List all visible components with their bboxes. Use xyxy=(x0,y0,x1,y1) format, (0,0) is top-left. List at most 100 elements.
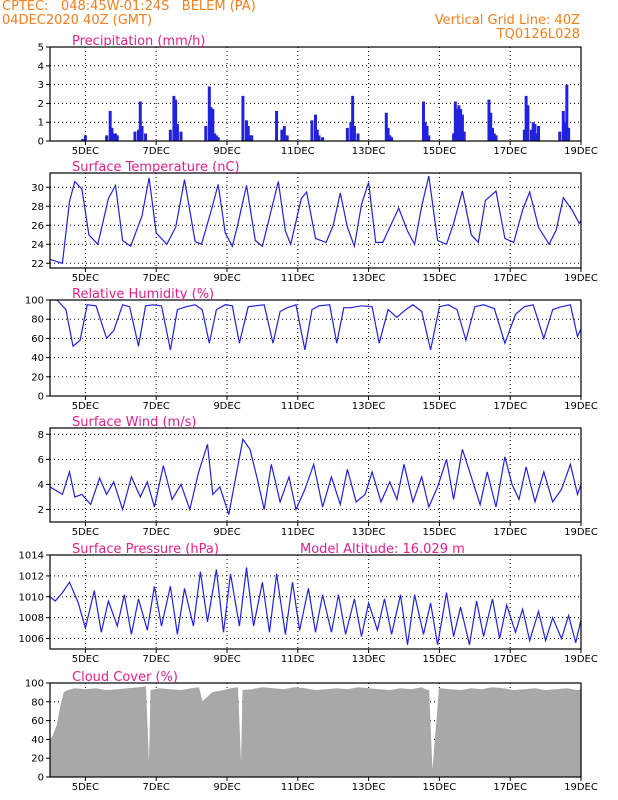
wind-title: Surface Wind (m/s) xyxy=(72,415,196,430)
temp-xtick-label: 13DEC xyxy=(352,273,386,284)
header-grid-line: Vertical Grid Line: 40Z xyxy=(434,13,580,28)
cloud-xtick-label: 11DEC xyxy=(281,782,315,793)
temp-xtick-label: 15DEC xyxy=(423,273,457,284)
precip-bar xyxy=(315,129,319,141)
pres-annotation: Model Altitude: 16.029 m xyxy=(300,542,465,557)
precip-bar xyxy=(390,137,394,141)
temp-ytick-label: 26 xyxy=(31,221,44,232)
rh-title: Relative Humidity (%) xyxy=(72,287,214,302)
precip-bar xyxy=(174,99,178,141)
precip-bar xyxy=(455,109,459,141)
cloud-title: Cloud Cover (%) xyxy=(72,670,178,685)
precip-bar xyxy=(489,112,493,141)
wind-xtick-label: 15DEC xyxy=(423,527,457,538)
precip-bar xyxy=(108,110,112,141)
cloud-ytick-label: 60 xyxy=(31,716,44,727)
precip-bar xyxy=(246,125,250,141)
precip-xtick-label: 13DEC xyxy=(352,146,386,157)
precip-xtick-label: 5DEC xyxy=(72,146,99,157)
cloud-frame xyxy=(49,682,582,778)
precip-bar xyxy=(138,101,142,141)
temp-ytick-label: 30 xyxy=(31,183,44,194)
wind-line xyxy=(50,437,581,515)
precip-bar xyxy=(209,107,213,141)
wind-ytick-label: 6 xyxy=(38,455,44,466)
wind-xtick-label: 11DEC xyxy=(281,527,315,538)
precip-bar xyxy=(558,131,562,141)
precip-bar xyxy=(533,124,537,141)
pres-ytick-label: 1008 xyxy=(19,613,44,624)
pres-ytick-label: 1012 xyxy=(19,571,44,582)
rh-xtick-label: 7DEC xyxy=(143,401,170,412)
rh-xtick-label: 15DEC xyxy=(423,401,457,412)
precip-bar xyxy=(280,129,284,141)
cloud-xtick-label: 9DEC xyxy=(213,782,240,793)
precip-bar xyxy=(179,131,183,141)
rh-frame xyxy=(49,299,582,397)
precip-ytick-label: 1 xyxy=(38,118,44,129)
precip-bar xyxy=(113,133,117,141)
precip-xtick-label: 19DEC xyxy=(564,146,598,157)
precip-bar xyxy=(453,101,457,141)
cloud-xtick-label: 7DEC xyxy=(143,782,170,793)
precip-bar xyxy=(460,114,464,141)
rh-xtick-label: 17DEC xyxy=(493,401,527,412)
pres-ytick-label: 1010 xyxy=(19,592,44,603)
temp-ytick-label: 22 xyxy=(31,259,44,270)
precip-bar xyxy=(282,125,286,141)
pres-frame xyxy=(49,554,582,650)
temp-frame xyxy=(49,172,582,269)
precip-bar xyxy=(537,125,541,141)
cloud-ytick-label: 0 xyxy=(38,773,44,784)
precip-title: Precipitation (mm/h) xyxy=(72,34,205,49)
header-datetime: 04DEC2020 40Z (GMT) xyxy=(2,13,153,28)
rh-ytick-label: 80 xyxy=(31,315,44,326)
precip-bar xyxy=(459,109,463,141)
precip-bar xyxy=(427,135,431,141)
cloud-xtick-label: 15DEC xyxy=(423,782,457,793)
cloud-xtick-label: 5DEC xyxy=(72,782,99,793)
precip-bar xyxy=(204,125,208,141)
precip-bar xyxy=(351,95,355,141)
precip-bar xyxy=(535,133,539,141)
precip-bar xyxy=(529,129,533,141)
cloud-ytick-label: 40 xyxy=(31,735,44,746)
precip-bar xyxy=(388,135,392,141)
temp-ytick-label: 28 xyxy=(31,202,44,213)
pres-xtick-label: 9DEC xyxy=(213,654,240,665)
precip-bar xyxy=(531,122,535,141)
pres-xtick-label: 15DEC xyxy=(423,654,457,665)
precip-bar xyxy=(250,135,254,141)
precip-bar xyxy=(524,95,528,141)
precip-xtick-label: 17DEC xyxy=(493,146,527,157)
precip-bar xyxy=(140,125,144,141)
precip-bar xyxy=(425,125,429,141)
wind-ytick-label: 2 xyxy=(38,505,44,516)
pres-xtick-label: 13DEC xyxy=(352,654,386,665)
cloud-ytick-label: 20 xyxy=(31,754,44,765)
pres-title: Surface Pressure (hPa) xyxy=(72,542,219,557)
precip-bar xyxy=(275,110,279,141)
precip-ytick-label: 3 xyxy=(38,80,44,91)
precip-bar xyxy=(526,105,530,141)
precip-bar xyxy=(213,133,217,141)
precip-bar xyxy=(112,133,116,141)
precip-bar xyxy=(352,125,356,141)
precip-bar xyxy=(214,135,218,141)
precip-bar xyxy=(137,129,140,141)
precip-bar xyxy=(491,127,494,141)
wind-xtick-label: 9DEC xyxy=(213,527,240,538)
precip-bar xyxy=(172,95,176,141)
header-station: CPTEC: 048:45W-01:24S BELEM (PA) xyxy=(2,0,256,14)
temp-xtick-label: 19DEC xyxy=(564,273,598,284)
rh-ytick-label: 100 xyxy=(25,296,44,307)
precip-bar xyxy=(175,124,179,141)
precip-ytick-label: 0 xyxy=(38,137,44,148)
precip-bar xyxy=(345,127,349,141)
precip-bar xyxy=(105,135,109,141)
precip-bar xyxy=(216,137,220,141)
cloud-ytick-label: 80 xyxy=(31,697,44,708)
precip-bar xyxy=(423,122,427,141)
precip-bar xyxy=(81,139,85,141)
precip-bar xyxy=(487,99,491,141)
